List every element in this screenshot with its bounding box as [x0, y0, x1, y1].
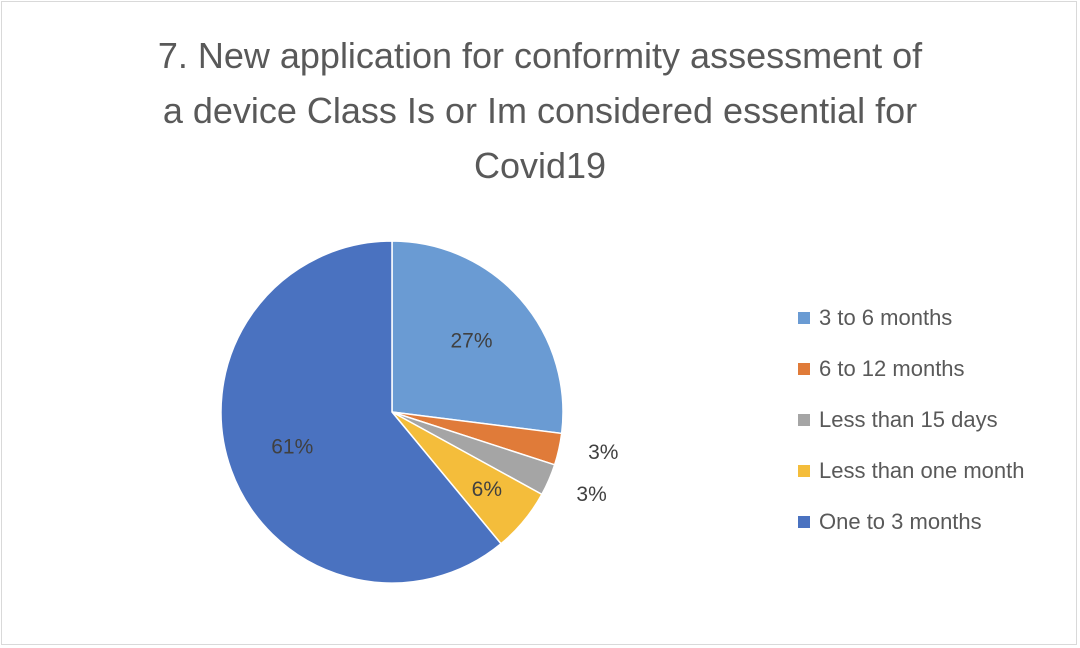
legend-swatch [798, 311, 810, 324]
pie-slices [220, 240, 564, 584]
pie-data-label: 3% [588, 441, 618, 464]
pie-data-labels: 27% 3% 3% 6% 61% [271, 329, 618, 506]
pie-data-label: 6% [472, 478, 502, 501]
legend-label: Less than 15 days [819, 406, 998, 432]
chart-title-line-2: a device Class Is or Im considered essen… [162, 90, 918, 131]
legend-swatch [798, 413, 810, 426]
pie-slice [391, 240, 564, 435]
pie-data-label: 27% [451, 329, 493, 352]
legend-swatch [798, 515, 810, 528]
chart-title-line-1: 7. New application for conformity assess… [157, 35, 923, 76]
legend-label: One to 3 months [819, 508, 982, 534]
legend-label: 6 to 12 months [819, 355, 965, 381]
pie-data-label: 3% [576, 483, 606, 506]
legend-item: One to 3 months [798, 496, 1024, 547]
chart-title-line-3: Covid19 [473, 145, 607, 186]
legend: 3 to 6 months 6 to 12 months Less than 1… [798, 292, 1024, 547]
chart-title: 7. New application for conformity assess… [100, 28, 980, 193]
legend-item: 6 to 12 months [798, 343, 1024, 394]
pie-data-label: 61% [271, 435, 313, 458]
legend-swatch [798, 464, 810, 477]
pie-slice [220, 240, 503, 584]
legend-item: Less than 15 days [798, 394, 1024, 445]
legend-label: 3 to 6 months [819, 304, 953, 330]
legend-label: Less than one month [819, 457, 1025, 483]
legend-swatch [798, 362, 810, 375]
legend-item: 3 to 6 months [798, 292, 1024, 343]
legend-item: Less than one month [798, 445, 1024, 496]
